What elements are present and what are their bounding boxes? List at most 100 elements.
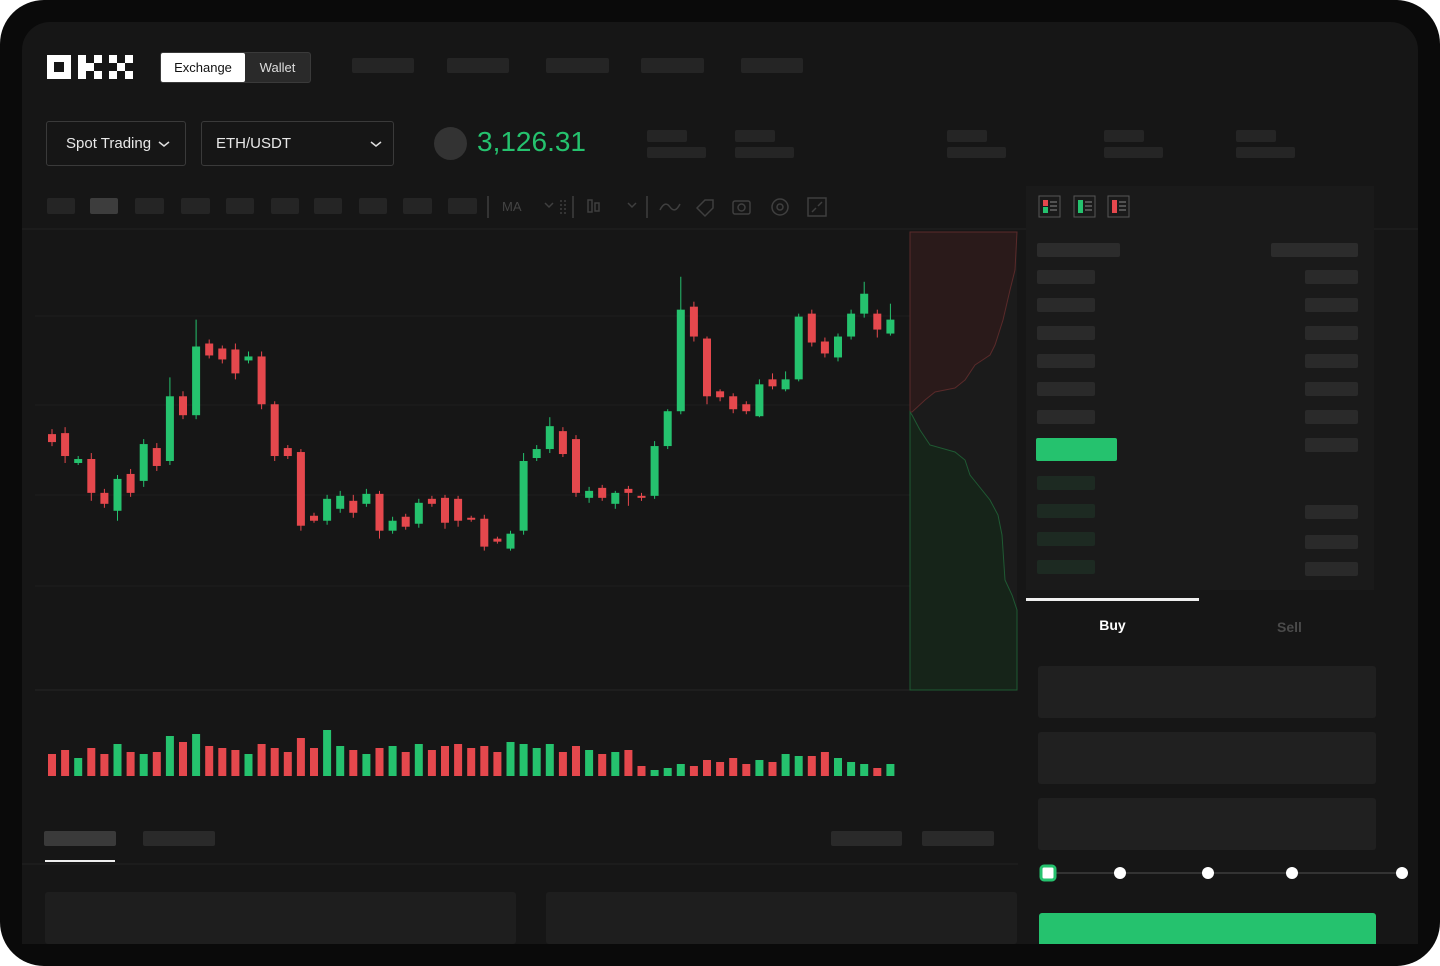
bottom-action[interactable] [922,831,994,846]
coin-icon [434,127,467,160]
interval[interactable] [90,198,118,214]
volume-bar [192,734,201,776]
pair-select[interactable]: ETH/USDT [201,121,394,166]
volume-bar [323,730,332,776]
nav-item[interactable] [546,58,609,73]
interval[interactable] [448,198,477,214]
slider[interactable] [1036,860,1416,888]
candle-body [74,459,83,463]
volume-bar [336,746,345,776]
volume-bar [624,750,633,776]
book-row [1305,326,1358,340]
stat-value [647,147,706,158]
bottom-tab[interactable] [44,831,116,846]
interval[interactable] [403,198,432,214]
interval[interactable] [47,198,75,214]
stat-label [1104,130,1144,142]
candle-body [454,498,463,521]
book-row [1037,504,1095,518]
input[interactable] [1038,666,1376,718]
candle-body [558,431,567,455]
depth-bids [909,410,1018,691]
interval[interactable] [181,198,210,214]
book-row [1305,270,1358,284]
volume-bar [493,752,502,776]
interval[interactable] [314,198,342,214]
volume-bar [820,752,829,776]
book-row [1037,382,1095,396]
input[interactable] [1038,798,1376,850]
book-row [1305,354,1358,368]
volume-bar [598,754,607,776]
interval[interactable] [135,198,164,214]
volume-bar [847,762,856,776]
submit-button[interactable] [1039,913,1376,944]
nav-item[interactable] [741,58,803,73]
candle-body [716,391,725,398]
book-row [1037,298,1095,312]
stat-value [947,147,1006,158]
interval[interactable] [359,198,387,214]
candle-body [650,446,659,496]
volume-bar [572,746,580,776]
volume-bar [414,744,423,776]
tab-underline [45,860,115,862]
book-header [1037,243,1120,257]
nav-item[interactable] [641,58,704,73]
indicator-button[interactable]: MA [502,199,522,214]
volume-bar [703,760,711,776]
book-row [1305,438,1358,452]
volume-bar [179,742,187,776]
book-row [1037,476,1095,490]
mode-select[interactable]: Spot Trading [46,121,186,166]
volume-bar [716,762,725,776]
candle-body [506,533,515,549]
last-price: 3,126.31 [477,126,586,157]
candle-body [139,444,148,481]
candle-body [401,516,410,527]
volume-bar [165,736,174,776]
candle-body [545,426,554,450]
bottom-action[interactable] [831,831,902,846]
volume-bar [506,742,515,776]
volume-bar [427,750,436,776]
volume-bar [663,768,672,776]
candle-body [585,490,594,498]
candle-body [689,306,698,337]
buy-tab[interactable]: Buy [1099,617,1126,633]
tab-wallet[interactable]: Wallet [259,60,296,75]
volume-bar [48,754,56,776]
volume-bar [689,766,698,776]
panel [45,892,516,944]
candle-body [807,313,816,343]
volume-bar [467,748,476,776]
volume-bar [454,744,463,776]
volume-bar [296,738,305,776]
candle-body [48,434,56,443]
bottom-tab[interactable] [143,831,215,846]
grid [35,315,1017,691]
interval[interactable] [271,198,299,214]
nav-item[interactable] [352,58,414,73]
stat-value [1104,147,1163,158]
candle-body [781,379,790,390]
tab-exchange[interactable]: Exchange [161,53,245,82]
candle-body [663,411,672,447]
candle-body [165,396,174,461]
sell-tab[interactable]: Sell [1277,619,1302,635]
pair-label: ETH/USDT [216,135,291,152]
chart-tools [487,196,827,218]
book-row [1037,410,1095,424]
candle-body [480,518,489,547]
volume-bar [585,750,594,776]
volume-bar [742,764,751,776]
volume-bar [375,748,384,776]
chevron [370,140,382,147]
volume-bar [755,760,764,776]
stat-value [735,147,794,158]
nav-item[interactable] [447,58,509,73]
volume-bar [231,750,240,776]
input[interactable] [1038,732,1376,784]
interval[interactable] [226,198,254,214]
volume-bar [834,758,842,776]
